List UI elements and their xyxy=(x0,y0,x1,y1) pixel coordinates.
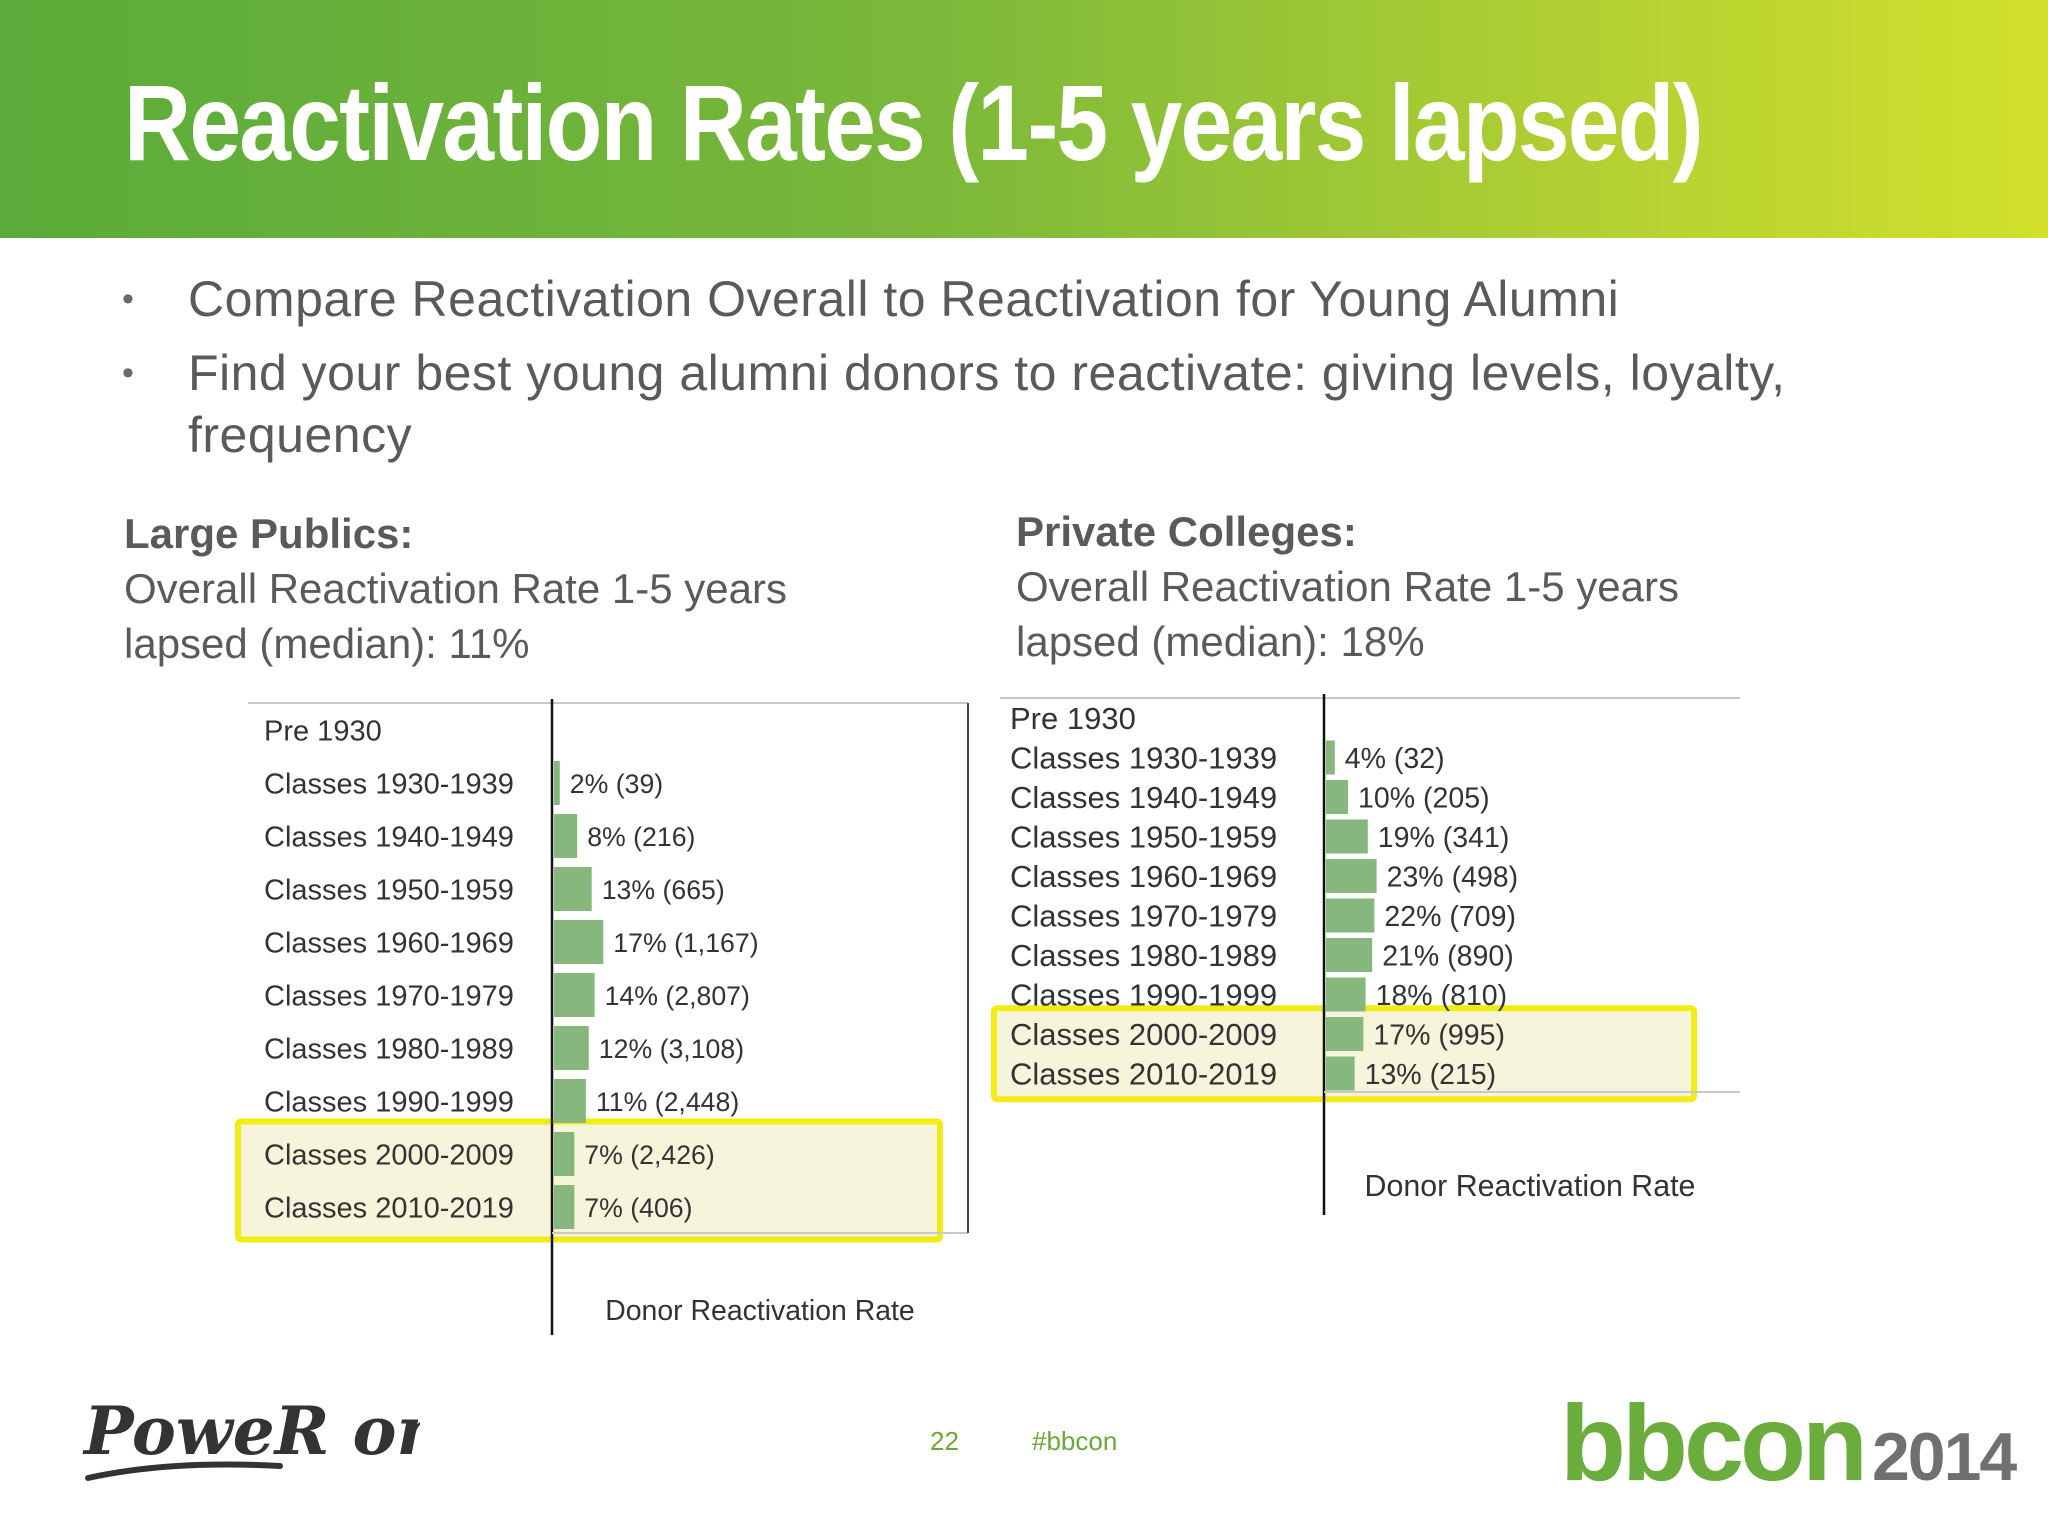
lp-data-label: 8% (216) xyxy=(587,822,695,852)
lp-bar xyxy=(554,1132,575,1176)
left-panel-line1: Overall Reactivation Rate 1-5 years xyxy=(124,565,787,612)
private-colleges-chart: Pre 1930 Classes 1930-1939 4% (32) Classes … xyxy=(990,690,1760,1235)
pc-category-label: Classes 1930-1939 xyxy=(1010,741,1277,776)
pc-category-label: Classes 2010-2019 xyxy=(1010,1057,1277,1092)
right-panel-heading: Private Colleges: Overall Reactivation R… xyxy=(1016,504,1679,669)
pc-bar xyxy=(1326,1056,1355,1091)
lp-highlight-box xyxy=(235,1118,943,1243)
pc-data-label: 23% (498) xyxy=(1387,862,1519,894)
lp-bar xyxy=(554,973,595,1017)
lp-bar xyxy=(554,1079,586,1123)
pc-data-label: 10% (205) xyxy=(1358,783,1490,815)
pc-bar xyxy=(1326,938,1373,972)
pc-bar xyxy=(1326,1017,1364,1051)
private-colleges-chart-svg: Pre 1930 Classes 1930-1939 4% (32) Classes … xyxy=(991,694,1740,1215)
right-panel-line1: Overall Reactivation Rate 1-5 years xyxy=(1016,563,1679,610)
pc-bar xyxy=(1326,740,1335,775)
bullet-item: • Compare Reactivation Overall to Reacti… xyxy=(118,268,1918,330)
pc-data-label: 21% (890) xyxy=(1382,941,1514,973)
poweron-swoosh-icon xyxy=(85,1461,283,1481)
pc-category-label: Classes 1970-1979 xyxy=(1010,899,1277,934)
lp-x-axis-title: Donor Reactivation Rate xyxy=(605,1295,914,1327)
pc-data-label: 4% (32) xyxy=(1345,743,1445,775)
pc-bar xyxy=(1326,898,1375,933)
bullet-dot-icon: • xyxy=(122,280,135,318)
poweron-logo: PoweR on! xyxy=(80,1382,474,1497)
lp-data-label: 14% (2,807) xyxy=(605,981,750,1011)
pc-data-label: 19% (341) xyxy=(1378,822,1510,854)
lp-bar xyxy=(554,1026,589,1070)
lp-data-label: 12% (3,108) xyxy=(599,1034,744,1064)
pc-category-label: Classes 1950-1959 xyxy=(1010,820,1277,855)
pc-category-label: Classes 1940-1949 xyxy=(1010,780,1277,815)
left-panel-heading: Large Publics: Overall Reactivation Rate… xyxy=(124,506,787,671)
lp-category-label: Pre 1930 xyxy=(264,715,382,747)
bullet-text: Compare Reactivation Overall to Reactiva… xyxy=(188,271,1620,327)
lp-data-label: 17% (1,167) xyxy=(613,928,758,958)
lp-category-label: Classes 1940-1949 xyxy=(264,821,514,853)
lp-category-label: Classes 2010-2019 xyxy=(264,1192,514,1224)
bbcon-logo-word: bbcon xyxy=(1560,1382,1868,1503)
slide-title: Reactivation Rates (1-5 years lapsed) xyxy=(124,62,1704,183)
title-bar: Reactivation Rates (1-5 years lapsed) xyxy=(0,0,2048,238)
lp-data-label: 7% (406) xyxy=(584,1193,692,1223)
pc-bar xyxy=(1326,780,1348,814)
poweron-logo-text: PoweR on! xyxy=(82,1392,420,1470)
large-publics-chart-svg: Pre 1930 Classes 1930-1939 2% (39) Classes … xyxy=(235,699,969,1335)
right-panel-line2: lapsed (median): 18% xyxy=(1016,618,1425,665)
lp-category-label: Classes 1970-1979 xyxy=(264,980,514,1012)
lp-data-label: 11% (2,448) xyxy=(596,1087,739,1117)
lp-data-label: 13% (665) xyxy=(602,875,725,905)
bbcon-logo: bbcon 2014 xyxy=(1560,1380,2017,1505)
right-panel-title: Private Colleges: xyxy=(1016,508,1357,555)
pc-bar xyxy=(1326,859,1377,893)
lp-category-label: Classes 2000-2009 xyxy=(264,1139,514,1171)
page-number: 22 xyxy=(930,1426,959,1456)
left-panel-line2: lapsed (median): 11% xyxy=(124,620,530,667)
pc-data-label: 18% (810) xyxy=(1376,980,1508,1012)
bullet-list: • Compare Reactivation Overall to Reacti… xyxy=(118,268,1918,478)
lp-bar xyxy=(554,814,578,858)
lp-bar xyxy=(554,1185,575,1229)
lp-data-label: 2% (39) xyxy=(570,769,663,799)
bullet-dot-icon: • xyxy=(122,354,135,392)
pc-x-axis-title: Donor Reactivation Rate xyxy=(1365,1169,1696,1203)
lp-bar xyxy=(554,920,604,964)
pc-data-label: 13% (215) xyxy=(1365,1059,1497,1091)
bullet-item: • Find your best young alumni donors to … xyxy=(118,342,1928,466)
lp-category-label: Classes 1950-1959 xyxy=(264,874,514,906)
left-panel-title: Large Publics: xyxy=(124,510,414,557)
pc-bar xyxy=(1326,977,1366,1012)
poweron-logo-svg: PoweR on! xyxy=(82,1392,474,1481)
lp-data-label: 7% (2,426) xyxy=(584,1140,714,1170)
pc-category-label: Classes 1990-1999 xyxy=(1010,978,1277,1013)
pc-category-label: Classes 1960-1969 xyxy=(1010,859,1277,894)
lp-bar xyxy=(554,867,592,911)
pc-data-label: 17% (995) xyxy=(1373,1020,1505,1052)
hashtag: #bbcon xyxy=(1032,1426,1118,1456)
lp-category-label: Classes 1960-1969 xyxy=(264,927,514,959)
pc-category-label: Pre 1930 xyxy=(1010,701,1136,736)
bullet-text: Find your best young alumni donors to re… xyxy=(188,345,1786,463)
lp-category-label: Classes 1980-1989 xyxy=(264,1033,514,1065)
pc-bar xyxy=(1326,819,1368,854)
lp-bar xyxy=(554,761,560,805)
bbcon-logo-year: 2014 xyxy=(1871,1419,2017,1495)
pc-category-label: Classes 2000-2009 xyxy=(1010,1017,1277,1052)
lp-category-label: Classes 1990-1999 xyxy=(264,1086,514,1118)
pc-data-label: 22% (709) xyxy=(1384,901,1516,933)
lp-category-label: Classes 1930-1939 xyxy=(264,768,514,800)
pc-category-label: Classes 1980-1989 xyxy=(1010,938,1277,973)
large-publics-chart: Pre 1930 Classes 1930-1939 2% (39) Classes … xyxy=(230,695,980,1350)
